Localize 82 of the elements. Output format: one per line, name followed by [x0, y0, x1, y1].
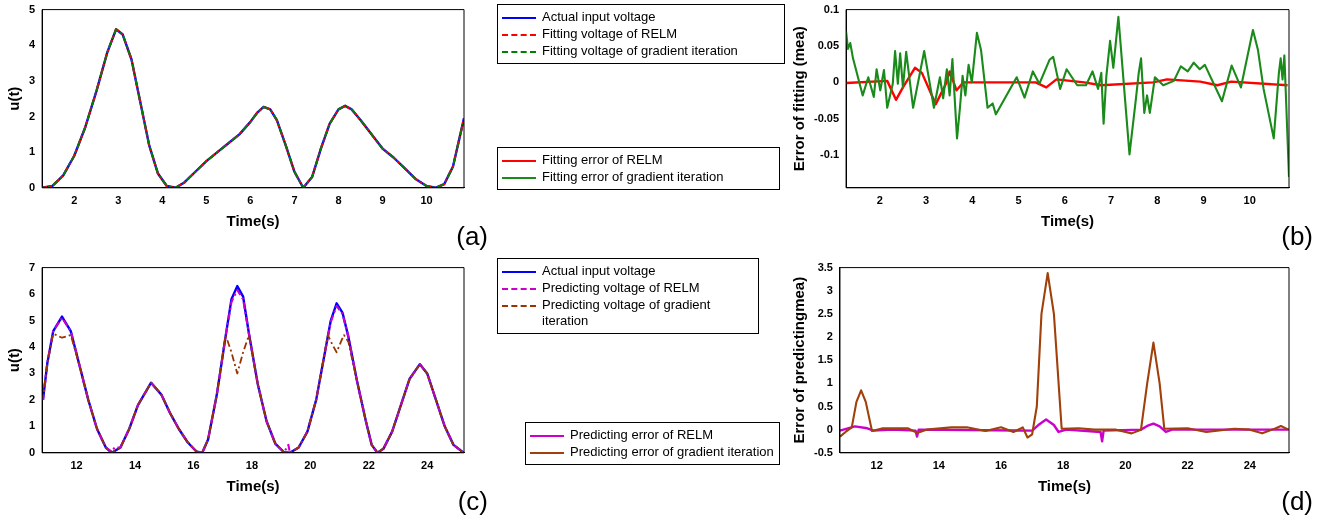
x-axis-title: Time(s) [1041, 212, 1095, 230]
y-tick-label: 4 [28, 340, 36, 352]
legend-label: Fitting voltage of RELM [542, 26, 678, 42]
legend-label: Fitting voltage of gradient iteration [542, 43, 738, 59]
legend-label: Fitting error of RELM [542, 152, 663, 168]
x-tick-label: 18 [245, 459, 259, 472]
x-tick-label: 22 [1181, 459, 1194, 472]
x-tick-label: 14 [932, 459, 946, 472]
y-axis-title: Error of fitting (mea) [790, 26, 808, 172]
x-tick-label: 16 [187, 459, 200, 472]
y-axis-title: Error of predictingmea) [790, 276, 808, 444]
y-tick-label: 1 [28, 419, 36, 432]
x-tick-label: 8 [335, 194, 342, 207]
x-tick-label: 3 [923, 194, 930, 207]
legend-label: Fitting error of gradient iteration [542, 169, 724, 185]
legend-label: Predicting voltage of gradient iteration [542, 297, 712, 329]
y-tick-label: 3 [28, 366, 36, 379]
x-tick-label: 5 [203, 194, 210, 207]
y-tick-label: 2.5 [817, 306, 833, 319]
x-tick-label: 24 [421, 459, 435, 472]
legend-label: Actual input voltage [542, 263, 656, 279]
y-tick-label: 2 [28, 392, 36, 405]
y-tick-label: 7 [28, 260, 36, 273]
y-tick-label: 5 [28, 313, 36, 326]
x-tick-label: 4 [969, 194, 977, 207]
x-axis-title: Time(s) [226, 477, 280, 495]
y-tick-label: 3 [28, 73, 36, 86]
text: (a) [456, 221, 488, 252]
y-tick-label: 0 [28, 180, 36, 193]
y-tick-label: -0.5 [813, 445, 833, 458]
x-axis-title: Time(s) [226, 212, 280, 230]
y-tick-label: 4 [28, 38, 36, 51]
text: (b) [1281, 221, 1313, 252]
x-tick-label: 22 [362, 459, 375, 472]
x-tick-label: 18 [1057, 459, 1070, 472]
x-tick-label: 14 [128, 459, 143, 472]
y-tick-label: 1 [826, 376, 833, 389]
y-tick-label: 0.05 [817, 39, 840, 51]
x-tick-label: 7 [1107, 194, 1115, 207]
text: (d) [1281, 486, 1313, 517]
y-axis-title: u(t) [5, 86, 23, 111]
x-tick-label: 6 [247, 194, 254, 207]
y-tick-label: -0.05 [813, 111, 840, 124]
x-tick-label: 4 [159, 194, 167, 207]
x-tick-label: 7 [291, 194, 298, 207]
x-tick-label: 8 [1154, 194, 1161, 207]
x-tick-label: 9 [379, 194, 386, 207]
x-tick-label: 2 [876, 194, 883, 207]
y-tick-label: 2 [826, 330, 833, 343]
x-tick-label: 20 [304, 459, 317, 472]
x-axis-title: Time(s) [1037, 477, 1092, 495]
x-tick-label: 2 [71, 194, 78, 207]
y-tick-label: 0 [28, 445, 36, 458]
x-tick-label: 10 [420, 194, 433, 207]
x-tick-label: 12 [870, 459, 883, 472]
legend-label: Actual input voltage [542, 9, 656, 25]
y-tick-label: 6 [28, 287, 36, 300]
x-tick-label: 9 [1200, 194, 1207, 207]
y-tick-label: 3 [826, 283, 833, 296]
y-tick-label: 1 [28, 145, 36, 158]
x-tick-label: 20 [1119, 459, 1132, 472]
y-tick-label: 1.5 [817, 353, 833, 366]
x-tick-label: 10 [1243, 194, 1256, 207]
y-axis-title: u(t) [5, 348, 23, 373]
y-tick-label: 2 [28, 109, 36, 122]
y-tick-label: -0.1 [820, 148, 840, 161]
x-tick-label: 5 [1015, 194, 1022, 207]
text: (c) [457, 486, 488, 517]
y-tick-label: 0 [826, 422, 833, 435]
legend-label: Predicting error of gradient iteration [570, 444, 774, 460]
x-tick-label: 24 [1243, 459, 1257, 472]
y-tick-label: 0.5 [817, 399, 833, 412]
y-tick-label: 0.1 [823, 2, 840, 15]
legend-label: Predicting voltage of RELM [542, 280, 700, 296]
x-tick-label: 6 [1061, 194, 1068, 207]
x-tick-label: 12 [70, 459, 83, 472]
legend-label: Predicting error of RELM [570, 427, 714, 443]
y-tick-label: 3.5 [817, 260, 833, 273]
x-tick-label: 16 [994, 459, 1008, 472]
x-tick-label: 3 [115, 194, 122, 207]
y-tick-label: 0 [832, 75, 840, 88]
y-tick-label: 5 [28, 2, 36, 15]
